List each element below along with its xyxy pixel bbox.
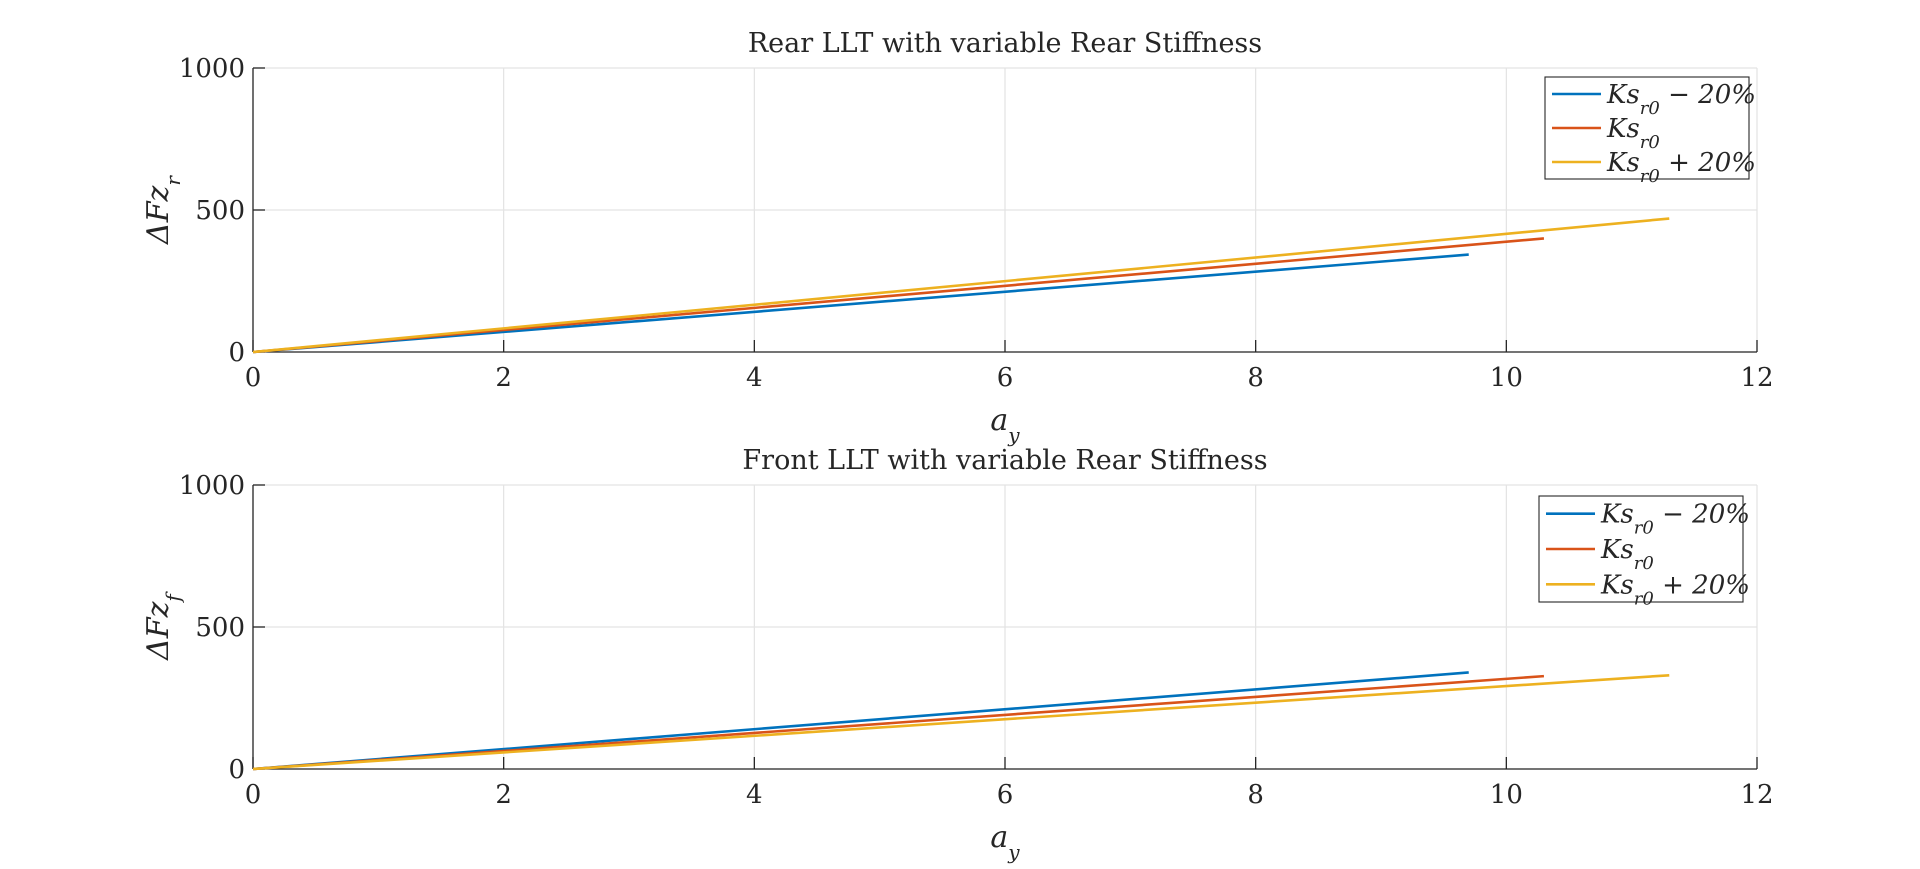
y-tick-label: 500 (195, 196, 245, 226)
front-llt-plot: Front LLT with variable Rear Stiffness a… (141, 445, 1774, 864)
chart-title: Front LLT with variable Rear Stiffness (742, 445, 1267, 476)
legend-label: Ksr0 (1606, 114, 1660, 153)
x-tick-label: 10 (1490, 780, 1523, 810)
y-tick-label: 1000 (179, 54, 245, 84)
x-tick-label: 0 (245, 780, 262, 810)
legend-label: Ksr0 + 20% (1606, 148, 1756, 187)
x-tick-label: 8 (1247, 780, 1264, 810)
legend-label: Ksr0 − 20% (1600, 500, 1750, 539)
x-tick-label: 12 (1740, 363, 1773, 393)
y-tick-label: 0 (228, 338, 245, 368)
x-tick-label: 2 (495, 363, 512, 393)
chart-title: Rear LLT with variable Rear Stiffness (748, 28, 1262, 59)
series-line-0 (252, 253, 1469, 354)
x-tick-label: 0 (245, 363, 262, 393)
series-line-2 (252, 673, 1670, 771)
y-tick-label: 1000 (179, 471, 245, 501)
x-axis-label: ay (990, 820, 1020, 864)
grid (252, 67, 1758, 353)
rear-llt-plot: Rear LLT with variable Rear Stiffness ay… (141, 28, 1774, 447)
x-tick-label: 6 (997, 780, 1014, 810)
legend-label: Ksr0 − 20% (1606, 80, 1756, 119)
legend-label: Ksr0 + 20% (1600, 570, 1750, 609)
x-tick-label: 8 (1247, 363, 1264, 393)
x-tick-label: 4 (746, 363, 763, 393)
series-line-0 (252, 671, 1469, 771)
legend-label: Ksr0 (1600, 535, 1654, 574)
x-tick-label: 4 (746, 780, 763, 810)
x-axis-label: ay (990, 403, 1020, 447)
y-tick-label: 500 (195, 613, 245, 643)
series-line-1 (252, 237, 1545, 354)
y-axis-label: ΔFzr (141, 175, 185, 245)
x-tick-label: 10 (1490, 363, 1523, 393)
y-axis-label: ΔFzf (141, 591, 185, 661)
x-tick-label: 6 (997, 363, 1014, 393)
x-tick-label: 12 (1740, 780, 1773, 810)
x-tick-label: 2 (495, 780, 512, 810)
series-line-2 (252, 217, 1670, 354)
grid (252, 484, 1758, 770)
y-tick-label: 0 (228, 755, 245, 785)
